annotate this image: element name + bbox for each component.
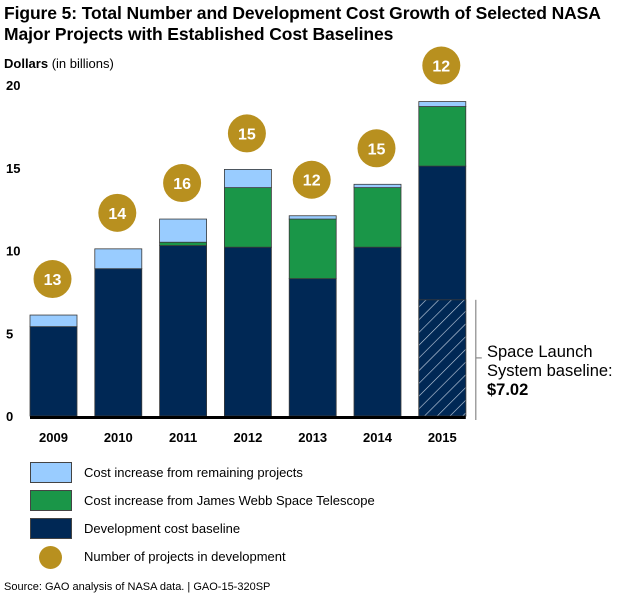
x-tick-label: 2014 [363, 430, 393, 445]
project-count-circle [33, 260, 72, 299]
x-axis: 2009 2010 2011 2012 2013 2014 2015 [30, 416, 466, 445]
x-tick-label: 2011 [169, 430, 197, 445]
bar-segment-baseline [94, 268, 143, 417]
project-count-circle [357, 129, 396, 168]
bar-segment-remaining [418, 101, 467, 107]
legend-label: Cost increase from James Webb Space Tele… [84, 493, 375, 508]
bar-segment-remaining [94, 248, 143, 270]
legend-item-remaining: Cost increase from remaining projects [30, 462, 430, 486]
x-tick-label: 2009 [39, 430, 68, 445]
project-count-circle [98, 193, 137, 232]
bar-segment-baseline [288, 278, 337, 417]
project-count-label: 13 [44, 272, 62, 289]
project-count-label: 12 [303, 173, 321, 190]
project-count-label: 14 [108, 206, 126, 223]
x-tick-label: 2012 [233, 430, 262, 445]
y-tick-label: 10 [6, 244, 20, 259]
legend-item-count: Number of projects in development [30, 546, 430, 570]
x-tick-label: 2013 [298, 430, 327, 445]
sls-annotation-line1: Space Launch [487, 343, 593, 361]
legend-label: Development cost baseline [84, 521, 241, 536]
bar-segment-remaining [223, 169, 272, 189]
bar-segment-remaining [288, 215, 337, 220]
project-count-circle [422, 46, 461, 85]
y-axis-unit-bold: Dollars [4, 56, 49, 71]
y-axis: 0 5 10 15 20 [6, 78, 20, 424]
y-tick-label: 5 [6, 326, 13, 341]
sls-annotation-line2: System baseline: [487, 362, 613, 380]
legend-item-jwst: Cost increase from James Webb Space Tele… [30, 490, 430, 514]
bar-segment-jwst [418, 106, 467, 167]
sls-annotation: Space Launch System baseline: $7.02 [487, 343, 613, 400]
legend-dot-count [39, 546, 62, 569]
x-tick-label: 2015 [428, 430, 457, 445]
bar-segment-baseline [353, 246, 402, 417]
bar-stacks [29, 101, 467, 417]
chart-title: Figure 5: Total Number and Development C… [4, 3, 601, 44]
y-tick-label: 0 [6, 409, 13, 424]
bar-segment-jwst [353, 187, 402, 248]
y-tick-label: 15 [6, 161, 20, 176]
project-count-circle [163, 164, 202, 203]
project-count-label: 15 [238, 126, 256, 143]
sls-annotation-amount: $7.02 [487, 381, 529, 399]
project-count-circle [292, 160, 331, 199]
y-axis-unit-rest: (in billions) [48, 56, 114, 71]
project-count-label: 15 [368, 141, 386, 158]
project-count-markers: 13 14 16 15 12 15 12 [33, 46, 461, 299]
bar-segment-jwst [223, 187, 272, 248]
project-count-circle [227, 114, 266, 153]
legend-swatch-baseline [30, 518, 72, 539]
bar-segment-baseline [29, 326, 78, 417]
y-axis-unit-label: Dollars (in billions) [4, 56, 114, 71]
x-axis-line [30, 416, 466, 419]
legend-label: Number of projects in development [84, 549, 286, 564]
legend-swatch-remaining [30, 462, 72, 483]
source-note: Source: GAO analysis of NASA data. | GAO… [4, 581, 271, 593]
bar-segment-sls-hatched [418, 299, 467, 417]
legend-label: Cost increase from remaining projects [84, 465, 303, 480]
bar-segment-jwst [159, 241, 208, 246]
legend-swatch-jwst [30, 490, 72, 511]
project-count-label: 16 [173, 176, 191, 193]
x-tick-label: 2010 [104, 430, 133, 445]
bar-segment-baseline [223, 246, 272, 417]
bar-segment-jwst [288, 218, 337, 280]
bar-segment-baseline [159, 245, 208, 417]
legend-item-baseline: Development cost baseline [30, 518, 430, 542]
bar-segment-remaining [159, 218, 208, 243]
bar-segment-remaining [353, 183, 402, 189]
y-tick-label: 20 [6, 78, 20, 93]
project-count-label: 12 [432, 59, 450, 76]
bar-segment-remaining [29, 314, 78, 328]
sls-bracket [475, 299, 482, 420]
